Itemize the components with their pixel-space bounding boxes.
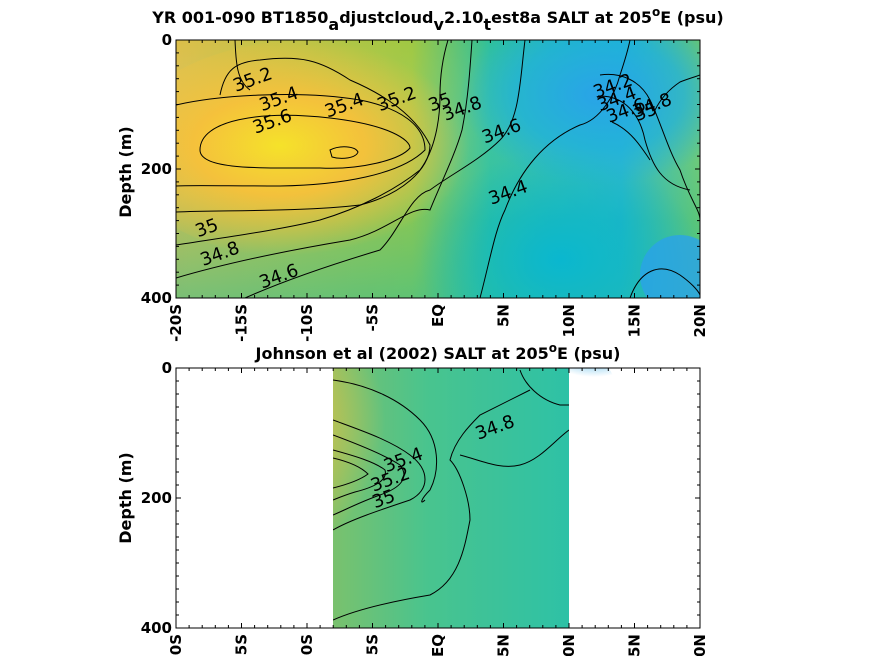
- contour-35: [176, 40, 449, 246]
- contour-34.8: [176, 40, 473, 279]
- x-tick-label: 10N: [560, 634, 578, 656]
- chart-1-ylabel: Depth (m): [116, 126, 135, 218]
- title-part: YR 001-090 BT1850: [151, 8, 328, 27]
- chart-1-axes: -20S -15S -10S -5S EQ 5N 10N 15N 20N 0 200 400: [141, 31, 709, 342]
- title-part: Johnson et al (2002) SALT at 205: [255, 344, 549, 363]
- x-tick-label: -15S: [233, 634, 251, 656]
- contour-34.2: [599, 73, 700, 221]
- x-tick-label: EQ: [429, 634, 447, 656]
- x-tick-label: -20S: [167, 304, 185, 342]
- chart-1-title: YR 001-090 BT1850adjustcloudv2.10test8a …: [151, 5, 723, 34]
- chart-2-contour-lines: [333, 369, 569, 621]
- y-tick-label: 400: [141, 619, 172, 637]
- x-tick-label: 15N: [626, 634, 644, 656]
- x-tick-label: 20N: [691, 304, 709, 337]
- x-tick-label: -20S: [167, 634, 185, 656]
- x-tick-label: 10N: [560, 304, 578, 337]
- chart-2-title: Johnson et al (2002) SALT at 205oE (psu): [255, 341, 621, 363]
- contour-34.2-deep: [629, 268, 700, 298]
- contour-35: [333, 419, 426, 531]
- y-tick-label: 0: [162, 359, 172, 377]
- contour-34.6: [244, 40, 526, 298]
- title-part: a: [328, 15, 339, 34]
- title-part: djustcloud: [339, 8, 433, 27]
- contour-35.4: [176, 94, 426, 187]
- y-tick-label: 0: [162, 31, 172, 49]
- contour-35.2: [176, 57, 431, 213]
- chart-2-low-salinity-north: [475, 368, 615, 425]
- contour-35.2: [333, 434, 405, 516]
- chart-2-high-salinity-core: [333, 368, 490, 590]
- x-tick-label: -10S: [298, 304, 316, 342]
- chart-1-heatmap: [176, 40, 700, 298]
- x-tick-label: 15N: [626, 304, 644, 337]
- chart-1-low-salinity-north: [460, 40, 700, 185]
- contour-35.4: [333, 449, 386, 501]
- x-tick-label: 20N: [691, 634, 709, 656]
- title-part: E (psu): [557, 344, 621, 363]
- x-tick-label: 5N: [495, 634, 513, 656]
- contour-35.6-inner: [329, 146, 359, 159]
- chart-1-low-salinity-deep: [420, 150, 700, 298]
- title-part: t: [483, 15, 491, 34]
- contour-35.6-closed: [199, 114, 411, 169]
- chart-1-contour-lines: [176, 40, 700, 298]
- y-tick-label: 200: [141, 489, 172, 507]
- title-part: o: [549, 341, 557, 355]
- y-tick-label: 200: [141, 160, 172, 178]
- contour-35.6: [333, 457, 369, 489]
- contour-34.6-b: [611, 121, 651, 161]
- contour-34.4-b: [597, 95, 691, 191]
- title-part: 2.10: [444, 8, 483, 27]
- title-part: E (psu): [660, 8, 724, 27]
- contour-35.2-b: [234, 40, 251, 91]
- chart-2-axes: -20S -15S -10S -5S EQ 5N 10N 15N 20N 0 200 400: [141, 359, 709, 656]
- chart-2-ylabel: Depth (m): [116, 452, 135, 544]
- x-tick-label: -10S: [298, 634, 316, 656]
- chart-1-low-salinity-corner: [640, 235, 700, 298]
- chart-2-heatmap: [333, 368, 615, 628]
- x-tick-label: -15S: [233, 304, 251, 342]
- x-tick-label: -5S: [364, 304, 382, 331]
- contour-34.8-b: [459, 429, 569, 467]
- x-tick-label: 5N: [495, 304, 513, 327]
- title-part: v: [434, 15, 445, 34]
- title-part: est8a SALT at 205: [491, 8, 652, 27]
- y-tick-label: 400: [141, 289, 172, 307]
- x-tick-label: -5S: [364, 634, 382, 656]
- contour-34.4: [479, 40, 631, 298]
- contour-34.6: [519, 369, 569, 406]
- title-part: o: [652, 5, 660, 19]
- x-tick-label: EQ: [429, 304, 447, 327]
- contour-34.8-b: [654, 74, 700, 111]
- contour-34.8: [333, 389, 531, 621]
- contour-35-outer: [333, 379, 438, 503]
